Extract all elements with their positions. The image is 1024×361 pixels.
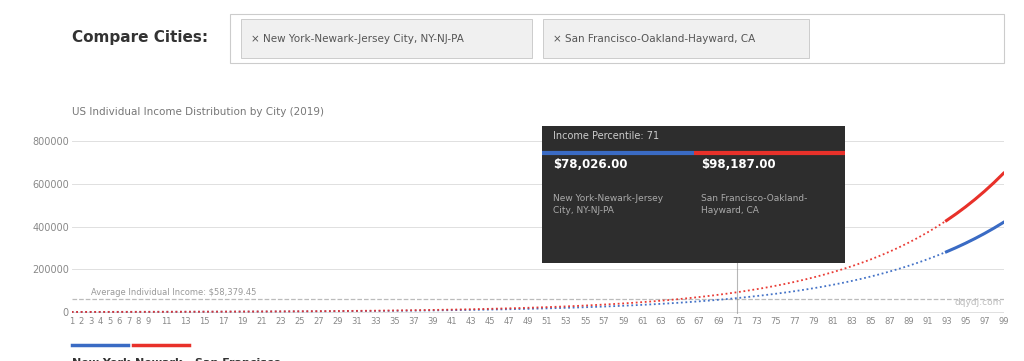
- Text: San Francisco-Oakland-
Hayward, CA: San Francisco-Oakland- Hayward, CA: [701, 194, 808, 215]
- Text: dqydj.com: dqydj.com: [954, 297, 1001, 306]
- Text: Average Individual Income: $58,379.45: Average Individual Income: $58,379.45: [91, 288, 256, 297]
- Text: × San Francisco-Oakland-Hayward, CA: × San Francisco-Oakland-Hayward, CA: [553, 34, 756, 44]
- Text: New York-Newark-Jersey
City, NY-NJ-PA: New York-Newark-Jersey City, NY-NJ-PA: [553, 194, 664, 215]
- Text: $98,187.00: $98,187.00: [701, 158, 776, 171]
- Text: San Francisco-: San Francisco-: [195, 358, 286, 361]
- Text: × New York-Newark-Jersey City, NY-NJ-PA: × New York-Newark-Jersey City, NY-NJ-PA: [251, 34, 464, 44]
- Text: US Individual Income Distribution by City (2019): US Individual Income Distribution by Cit…: [72, 107, 324, 117]
- FancyBboxPatch shape: [543, 126, 845, 264]
- Text: $78,026.00: $78,026.00: [553, 158, 628, 171]
- Text: New York-Newark-: New York-Newark-: [72, 358, 186, 361]
- Text: Income Percentile: 71: Income Percentile: 71: [553, 131, 659, 141]
- Text: Compare Cities:: Compare Cities:: [72, 30, 208, 45]
